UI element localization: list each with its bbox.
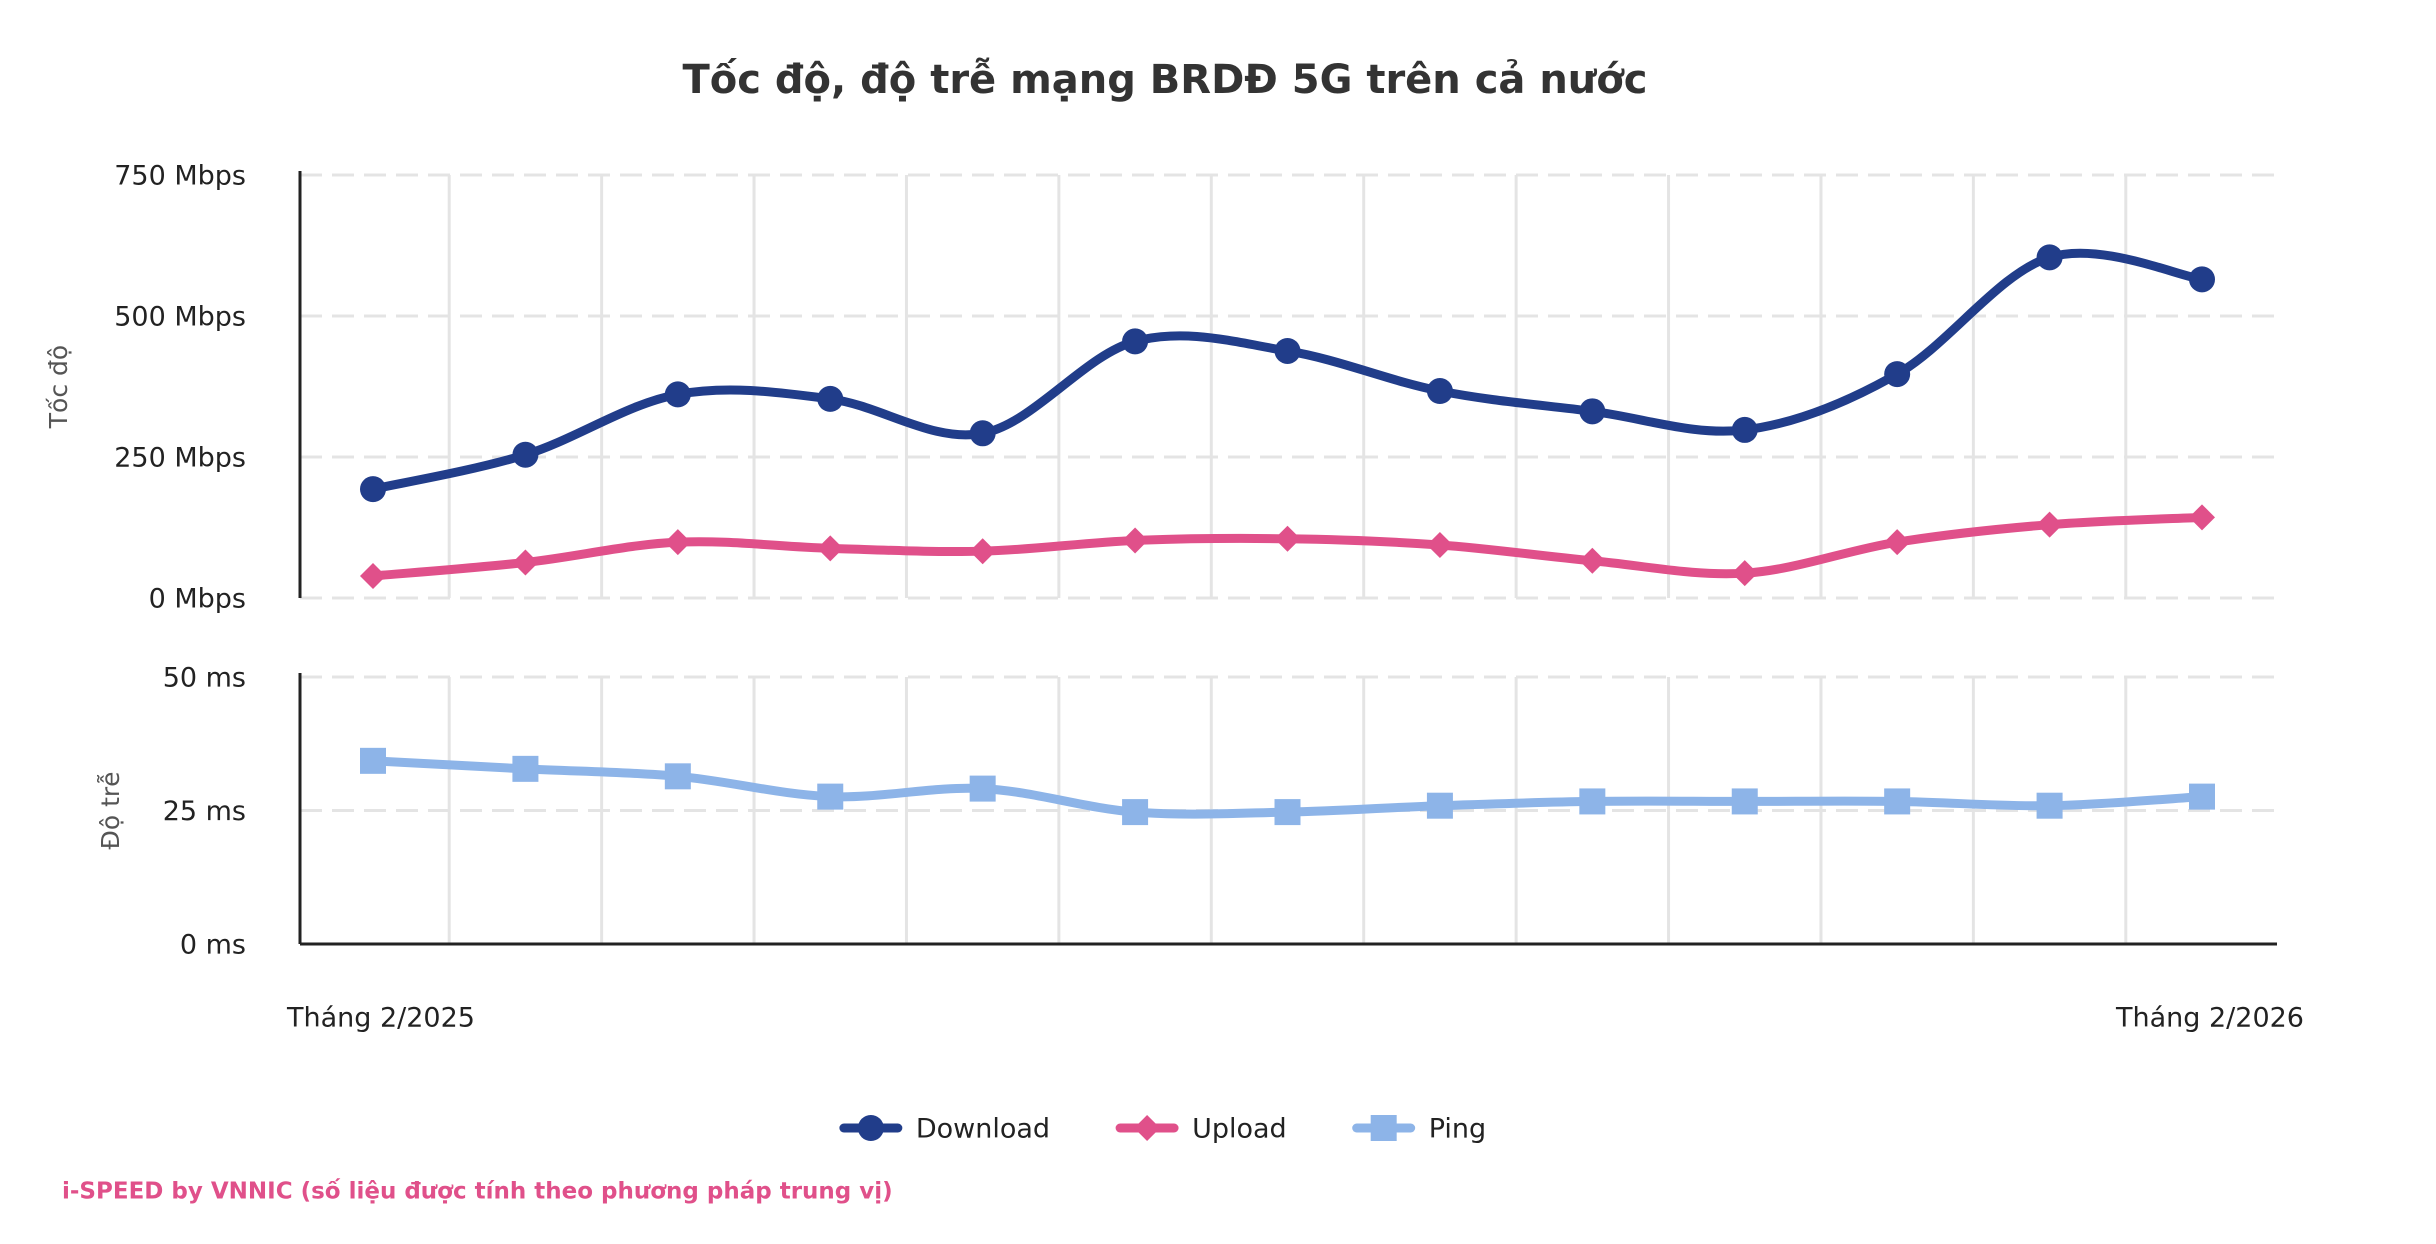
marker [969, 775, 996, 802]
marker [512, 441, 539, 468]
marker [664, 763, 691, 790]
marker [512, 549, 539, 576]
marker [817, 783, 844, 810]
marker [969, 538, 996, 565]
marker [1426, 792, 1453, 819]
y-tick-label: 250 Mbps [114, 443, 246, 474]
marker [664, 381, 691, 408]
marker [1884, 529, 1911, 556]
marker [1579, 547, 1606, 574]
marker [817, 385, 844, 412]
marker [1274, 525, 1301, 552]
y-tick-label: 750 Mbps [114, 161, 246, 192]
marker [360, 476, 386, 503]
y-tick-label: 0 Mbps [149, 584, 246, 615]
marker [1731, 416, 1758, 443]
marker [1731, 788, 1758, 815]
legend-label: Download [916, 1114, 1050, 1145]
marker [817, 535, 844, 562]
marker [969, 420, 996, 447]
marker [1579, 398, 1606, 425]
marker [1884, 361, 1911, 388]
chart-title: Tốc độ, độ trễ mạng BRDĐ 5G trên cả nước [683, 57, 1648, 103]
marker [1274, 799, 1301, 826]
marker [2036, 792, 2063, 819]
marker [2189, 783, 2215, 810]
x-tick-label: Tháng 2/2026 [2115, 1003, 2304, 1034]
legend-label: Ping [1429, 1114, 1486, 1145]
marker [2036, 511, 2063, 538]
marker [1426, 531, 1453, 558]
legend: Download Upload Ping [839, 1114, 1486, 1145]
marker [1122, 527, 1149, 554]
marker [1731, 560, 1758, 587]
marker [1884, 788, 1911, 815]
marker [1122, 799, 1149, 826]
marker [664, 529, 691, 556]
marker [2189, 266, 2215, 293]
marker [1426, 378, 1453, 405]
marker [1134, 1115, 1161, 1141]
y-tick-label: 50 ms [163, 663, 246, 694]
y-tick-label: 0 ms [180, 930, 246, 961]
marker [2189, 504, 2215, 531]
marker [1370, 1115, 1397, 1141]
marker [1579, 788, 1606, 815]
marker [1122, 328, 1149, 355]
legend-label: Upload [1192, 1114, 1287, 1145]
marker [2036, 244, 2063, 271]
y-tick-label: 500 Mbps [114, 302, 246, 333]
y-axis-title: Tốc độ [44, 345, 73, 429]
marker [360, 747, 386, 774]
marker [512, 755, 539, 782]
footer-note: i-SPEED by VNNIC (số liệu được tính theo… [62, 1178, 893, 1205]
marker [360, 563, 386, 590]
marker [1274, 337, 1301, 364]
marker [857, 1115, 884, 1141]
y-axis-title: Độ trễ [96, 771, 125, 849]
x-tick-label: Tháng 2/2025 [286, 1003, 475, 1034]
y-tick-label: 25 ms [163, 796, 246, 827]
